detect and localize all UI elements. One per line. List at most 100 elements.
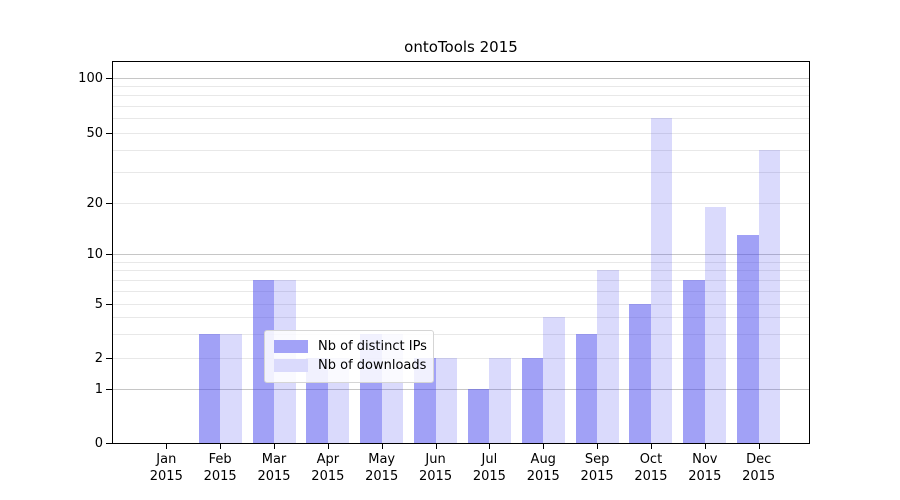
y-tick bbox=[106, 358, 112, 360]
y-gridline-minor bbox=[113, 85, 809, 87]
y-gridline-minor bbox=[113, 150, 809, 152]
y-gridline-minor bbox=[113, 95, 809, 97]
x-tick-label-line: Jan bbox=[156, 452, 177, 467]
y-gridline-major bbox=[113, 358, 809, 360]
legend-label: Nb of downloads bbox=[318, 358, 427, 373]
x-tick-label-line: 2015 bbox=[149, 469, 183, 484]
y-gridline-minor bbox=[113, 280, 809, 282]
bar-downloads-jun bbox=[435, 358, 458, 443]
x-tick-label: Sep 2015 bbox=[561, 451, 633, 485]
bar-downloads-sep bbox=[597, 270, 619, 443]
x-tick-label-line: Jun bbox=[425, 452, 446, 467]
x-tick bbox=[489, 444, 491, 449]
x-tick-label: May 2015 bbox=[346, 451, 418, 485]
legend-item-distinct-ips: Nb of distinct IPs bbox=[274, 337, 427, 356]
x-tick bbox=[543, 444, 545, 449]
x-tick-label: Nov 2015 bbox=[669, 451, 741, 485]
y-gridline-major bbox=[113, 77, 809, 79]
x-tick-label-line: 2015 bbox=[365, 469, 399, 484]
y-tick-label: 2 bbox=[94, 351, 103, 367]
y-tick-label: 10 bbox=[86, 247, 103, 263]
bar-ips-dec bbox=[737, 234, 759, 443]
y-gridline-major bbox=[113, 254, 809, 256]
bar-ips-sep bbox=[575, 334, 598, 443]
y-tick-label: 50 bbox=[86, 126, 103, 141]
x-tick-label-line: 2015 bbox=[634, 469, 668, 484]
x-tick bbox=[381, 444, 383, 449]
y-tick bbox=[106, 443, 112, 444]
y-gridline-minor bbox=[113, 106, 809, 108]
y-tick bbox=[106, 203, 112, 205]
bar-downloads-feb bbox=[220, 334, 242, 443]
bar-downloads-dec bbox=[758, 150, 781, 443]
y-tick-label: 20 bbox=[86, 196, 103, 212]
x-tick-label-line: Dec bbox=[746, 452, 772, 467]
y-gridline-minor bbox=[113, 291, 809, 293]
y-tick bbox=[106, 254, 112, 256]
x-tick-label-line: 2015 bbox=[688, 469, 722, 484]
y-tick bbox=[106, 133, 112, 134]
x-tick-label: Jan 2015 bbox=[130, 451, 202, 485]
x-tick-label-line: Sep bbox=[584, 452, 610, 467]
plot-area bbox=[112, 61, 810, 444]
x-tick bbox=[597, 444, 599, 449]
y-gridline-major bbox=[113, 389, 809, 390]
bar-downloads-aug bbox=[543, 317, 565, 443]
legend-swatch-downloads bbox=[274, 359, 308, 372]
y-gridline-minor bbox=[113, 261, 809, 263]
y-gridline-minor bbox=[113, 270, 809, 272]
x-tick bbox=[704, 444, 706, 449]
bar-ips-mar bbox=[252, 280, 274, 443]
x-tick-label-line: Jul bbox=[481, 452, 498, 467]
x-tick bbox=[274, 444, 275, 449]
y-tick bbox=[106, 77, 112, 79]
y-tick-label: 0 bbox=[94, 436, 103, 451]
y-gridline-minor bbox=[113, 334, 809, 336]
legend: Nb of distinct IPs Nb of downloads bbox=[264, 330, 434, 383]
y-gridline-major bbox=[113, 203, 809, 205]
x-tick-label-line: 2015 bbox=[472, 469, 506, 484]
bar-ips-feb bbox=[198, 334, 221, 443]
x-tick bbox=[220, 444, 222, 449]
x-tick-label-line: Mar bbox=[261, 452, 287, 467]
legend-item-downloads: Nb of downloads bbox=[274, 356, 427, 375]
bar-ips-nov bbox=[683, 280, 705, 443]
x-tick-label: Feb 2015 bbox=[184, 451, 256, 485]
y-gridline-minor bbox=[113, 118, 809, 120]
y-gridline-major bbox=[113, 133, 809, 134]
x-tick-label: Jun 2015 bbox=[400, 451, 472, 485]
x-tick-label: Mar 2015 bbox=[238, 451, 310, 485]
x-tick-label-line: Aug bbox=[530, 452, 556, 467]
x-tick-label-line: Oct bbox=[639, 452, 663, 467]
x-tick bbox=[758, 444, 760, 449]
legend-label: Nb of distinct IPs bbox=[318, 339, 427, 354]
x-tick bbox=[435, 444, 437, 449]
x-tick-label: Dec 2015 bbox=[723, 451, 795, 485]
x-tick-label-line: 2015 bbox=[311, 469, 345, 484]
x-tick-label-line: Apr bbox=[316, 452, 340, 467]
x-tick-label-line: 2015 bbox=[257, 469, 291, 484]
bar-downloads-jul bbox=[489, 358, 511, 443]
x-tick bbox=[327, 444, 329, 449]
bar-ips-jul bbox=[467, 389, 490, 443]
bar-ips-oct bbox=[629, 304, 651, 443]
x-tick-label-line: Nov bbox=[692, 452, 718, 467]
y-tick-label: 5 bbox=[94, 297, 103, 313]
x-tick-label-line: 2015 bbox=[419, 469, 453, 484]
y-gridline-minor bbox=[113, 317, 809, 319]
bar-downloads-nov bbox=[704, 207, 727, 443]
x-tick-label: Jul 2015 bbox=[453, 451, 525, 485]
x-tick-label: Oct 2015 bbox=[615, 451, 687, 485]
x-tick bbox=[650, 444, 652, 449]
y-gridline-major bbox=[113, 304, 809, 306]
x-tick-label-line: 2015 bbox=[580, 469, 614, 484]
bar-ips-aug bbox=[521, 358, 544, 443]
y-tick-label: 1 bbox=[94, 382, 103, 397]
x-tick bbox=[166, 444, 168, 449]
legend-swatch-distinct-ips bbox=[274, 340, 308, 353]
chart-title: ontoTools 2015 bbox=[404, 38, 518, 56]
x-tick-label-line: 2015 bbox=[203, 469, 237, 484]
y-tick-label: 100 bbox=[78, 70, 103, 86]
y-tick bbox=[106, 389, 112, 390]
